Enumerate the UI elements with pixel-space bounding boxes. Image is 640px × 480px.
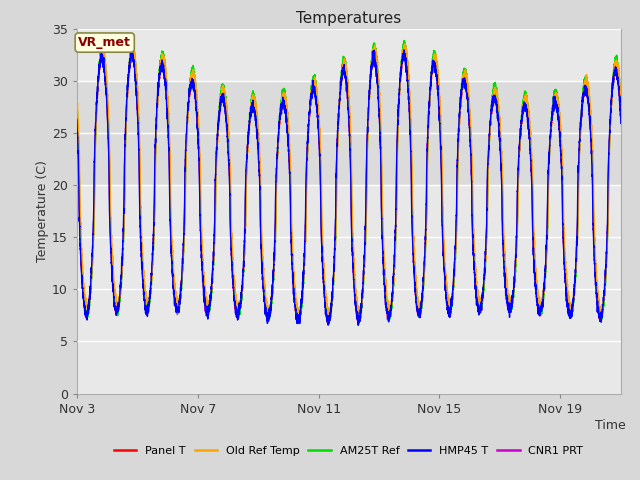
Old Ref Temp: [356, 314, 364, 320]
CNR1 PRT: [355, 321, 362, 327]
HMP45 T: [355, 323, 362, 328]
X-axis label: Time: Time: [595, 419, 625, 432]
HMP45 T: [73, 117, 81, 122]
Panel T: [611, 71, 619, 76]
Old Ref Temp: [255, 141, 263, 146]
Old Ref Temp: [95, 68, 102, 74]
AM25T Ref: [617, 101, 625, 107]
Panel T: [255, 161, 263, 167]
AM25T Ref: [397, 70, 404, 76]
Line: HMP45 T: HMP45 T: [77, 50, 621, 325]
AM25T Ref: [324, 320, 332, 326]
AM25T Ref: [173, 309, 181, 314]
CNR1 PRT: [73, 112, 81, 118]
AM25T Ref: [170, 290, 178, 296]
CNR1 PRT: [611, 68, 619, 74]
Line: Old Ref Temp: Old Ref Temp: [77, 44, 621, 317]
CNR1 PRT: [617, 115, 625, 120]
Line: Panel T: Panel T: [77, 53, 621, 323]
Y-axis label: Temperature (C): Temperature (C): [36, 160, 49, 262]
HMP45 T: [617, 120, 625, 126]
AM25T Ref: [95, 66, 102, 72]
CNR1 PRT: [255, 167, 263, 172]
HMP45 T: [173, 309, 181, 314]
Old Ref Temp: [170, 277, 178, 283]
Old Ref Temp: [617, 91, 625, 97]
Panel T: [401, 50, 408, 56]
Panel T: [73, 110, 81, 116]
HMP45 T: [397, 69, 404, 74]
Bar: [77, 81, 621, 185]
CNR1 PRT: [95, 71, 102, 77]
AM25T Ref: [255, 154, 263, 159]
Line: AM25T Ref: AM25T Ref: [77, 40, 621, 323]
Panel T: [170, 288, 178, 294]
AM25T Ref: [129, 37, 136, 43]
Old Ref Temp: [173, 298, 181, 304]
HMP45 T: [255, 168, 263, 174]
Old Ref Temp: [397, 78, 404, 84]
Title: Temperatures: Temperatures: [296, 11, 401, 26]
CNR1 PRT: [173, 312, 181, 317]
Panel T: [397, 76, 404, 82]
HMP45 T: [400, 47, 408, 53]
CNR1 PRT: [127, 48, 135, 54]
Panel T: [173, 307, 181, 312]
Line: CNR1 PRT: CNR1 PRT: [77, 51, 621, 324]
CNR1 PRT: [397, 72, 404, 78]
CNR1 PRT: [170, 289, 178, 295]
Legend: Panel T, Old Ref Temp, AM25T Ref, HMP45 T, CNR1 PRT: Panel T, Old Ref Temp, AM25T Ref, HMP45 …: [111, 443, 587, 460]
Panel T: [617, 111, 625, 117]
AM25T Ref: [73, 101, 81, 107]
Old Ref Temp: [611, 63, 619, 69]
Panel T: [295, 320, 303, 326]
Panel T: [95, 71, 102, 77]
HMP45 T: [170, 292, 178, 298]
HMP45 T: [95, 71, 102, 77]
AM25T Ref: [611, 58, 619, 64]
Text: VR_met: VR_met: [78, 36, 131, 49]
HMP45 T: [611, 71, 619, 76]
Old Ref Temp: [73, 92, 81, 97]
Old Ref Temp: [401, 41, 408, 47]
